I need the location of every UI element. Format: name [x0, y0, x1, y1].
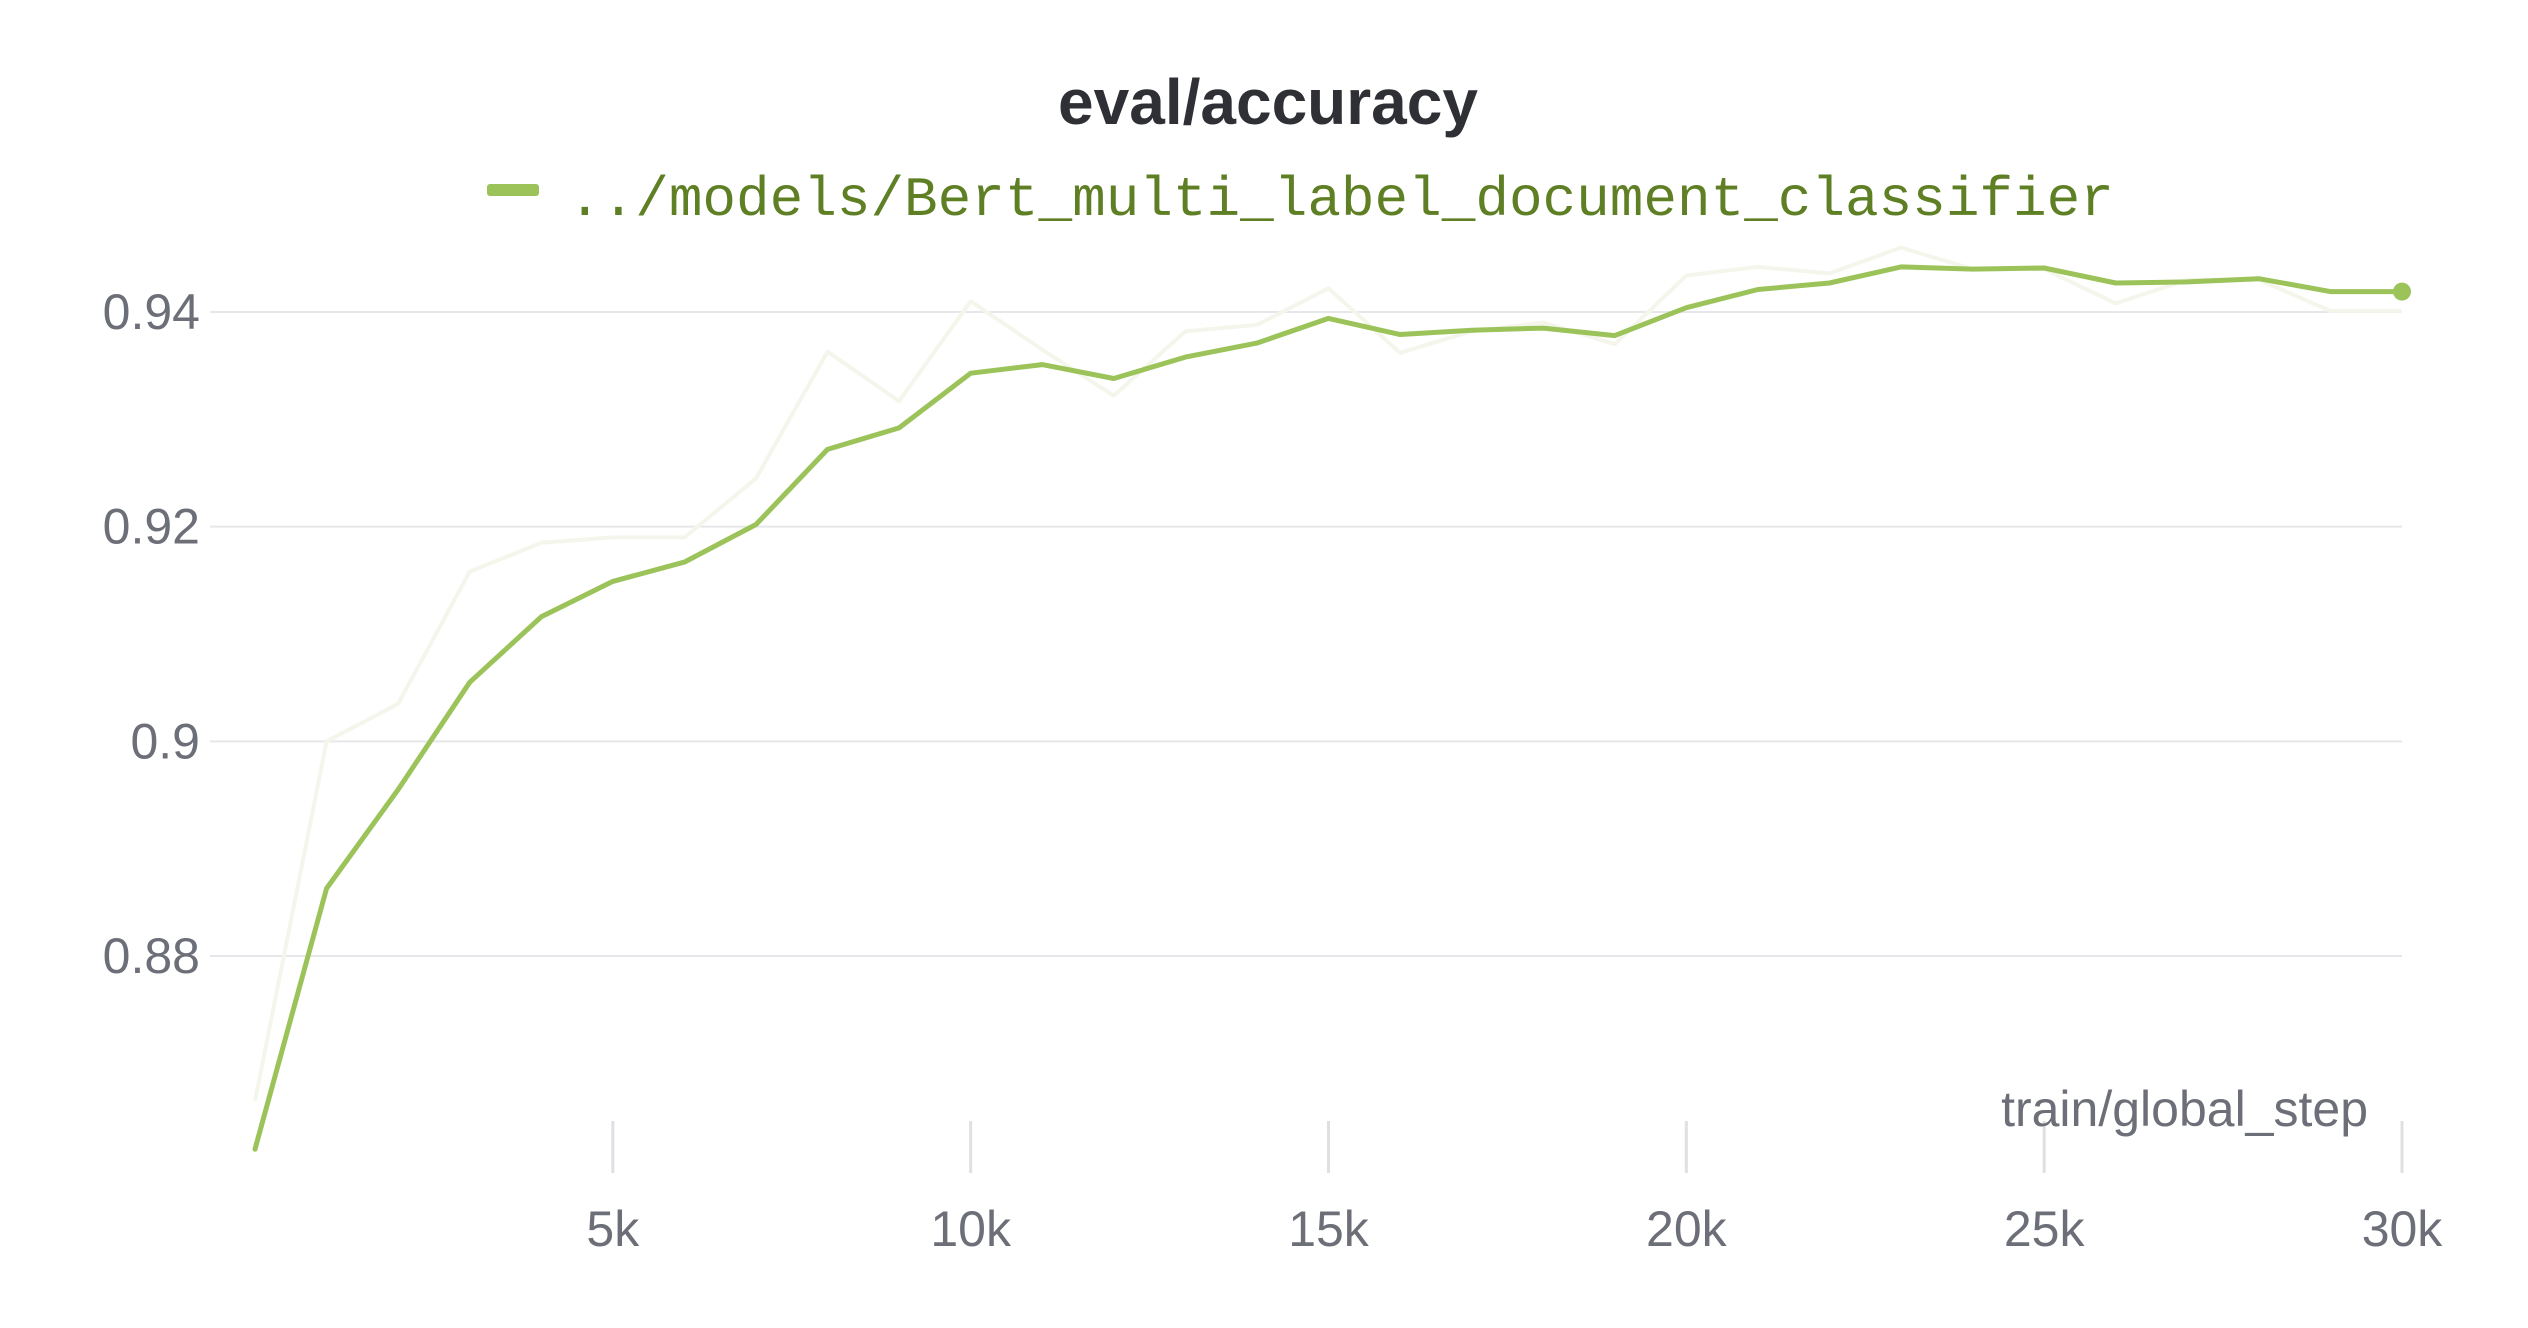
y-tick-label: 0.88	[103, 928, 200, 984]
x-axis-label: train/global_step	[2001, 1081, 2368, 1137]
gridlines	[210, 311, 2402, 957]
x-tick-label: 25k	[2004, 1201, 2086, 1257]
x-tick-label: 5k	[586, 1201, 640, 1257]
x-tick-label: 30k	[2362, 1201, 2444, 1257]
x-tick-label: 10k	[930, 1201, 1012, 1257]
series-smoothed-line	[252, 264, 2405, 1152]
y-tick-label: 0.94	[103, 284, 200, 340]
series-raw-line	[253, 245, 2402, 1102]
x-tick-label: 20k	[1646, 1201, 1728, 1257]
legend-swatch	[487, 184, 539, 196]
y-tick-label: 0.92	[103, 499, 200, 555]
chart-title: eval/accuracy	[1058, 66, 1478, 138]
legend: ../models/Bert_multi_label_document_clas…	[487, 168, 2114, 232]
y-axis-ticks: 0.88 0.9 0.92 0.94	[103, 284, 200, 984]
y-tick-label: 0.9	[130, 713, 200, 769]
x-tick-label: 15k	[1288, 1201, 1370, 1257]
legend-label: ../models/Bert_multi_label_document_clas…	[568, 168, 2114, 232]
series-end-point[interactable]	[2393, 282, 2411, 301]
x-axis-ticks: 5k 10k 15k 20k 25k 30k	[586, 1121, 2443, 1257]
